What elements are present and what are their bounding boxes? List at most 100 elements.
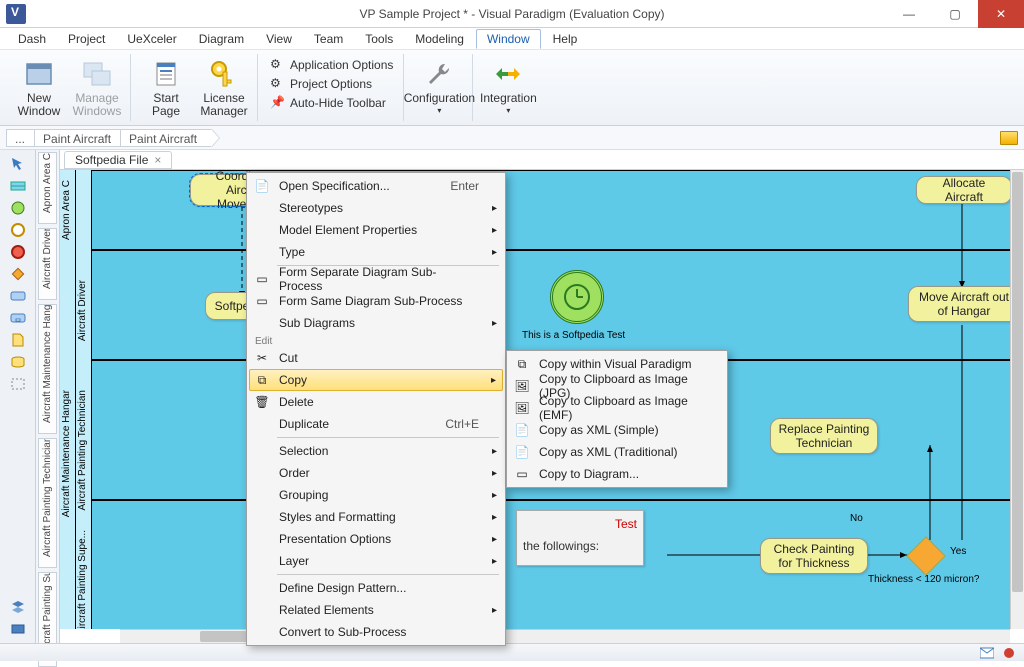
submenu-arrow-icon: ▸ (492, 512, 497, 523)
start-page-label: Start Page (141, 92, 191, 118)
ctx-copy-xml-trad[interactable]: 📄Copy as XML (Traditional) (509, 441, 725, 463)
key-icon (208, 58, 240, 90)
ctx-order-label: Order (279, 466, 479, 480)
ctx-stereotypes[interactable]: Stereotypes▸ (249, 197, 503, 219)
ctx-copy-emf[interactable]: 🖼Copy to Clipboard as Image (EMF) (509, 397, 725, 419)
mail-icon[interactable] (980, 647, 994, 659)
ctx-related-elements[interactable]: Related Elements▸ (249, 599, 503, 621)
ctx-form-separate[interactable]: ▭Form Separate Diagram Sub-Process (249, 268, 503, 290)
gateway-caption: Thickness < 120 micron? (868, 574, 979, 585)
task-tool[interactable] (10, 288, 26, 304)
layers-tool[interactable] (10, 599, 26, 615)
ctx-copy-within-vp-label: Copy within Visual Paradigm (539, 357, 701, 371)
trash-icon: 🗑 (253, 393, 271, 411)
lane-label-3: Aircraft Painting Technician (77, 390, 88, 510)
clock-icon (562, 282, 592, 312)
menu-uexceler[interactable]: UeXceler (117, 30, 186, 48)
ctx-presentation-options[interactable]: Presentation Options▸ (249, 528, 503, 550)
ctx-form-same[interactable]: ▭Form Same Diagram Sub-Process (249, 290, 503, 312)
new-window-label: New Window (14, 92, 64, 118)
configuration-button[interactable]: Configuration▾ (412, 54, 466, 120)
folder-icon[interactable] (1000, 131, 1018, 145)
notification-icon[interactable] (1002, 647, 1016, 659)
breadcrumb-1[interactable]: Paint Aircraft (34, 129, 126, 147)
autohide-toolbar-button[interactable]: 📌Auto-Hide Toolbar (266, 94, 397, 112)
ribbon: New Window Manage Windows Start Page Lic… (0, 50, 1024, 126)
task-allocate[interactable]: Allocate Aircraft (916, 176, 1010, 204)
vtab-driver[interactable]: Aircraft Driver (38, 228, 57, 300)
ctx-pres-label: Presentation Options (279, 532, 479, 546)
file-tab[interactable]: Softpedia File× (64, 151, 172, 169)
breadcrumb-2[interactable]: Paint Aircraft (120, 129, 212, 147)
lane-label-2: Aircraft Driver (77, 280, 88, 341)
ctx-open-specification[interactable]: 📄Open Specification...Enter (249, 175, 503, 197)
vtab-apron[interactable]: Apron Area Contrc (38, 152, 57, 224)
vertical-scrollbar[interactable] (1010, 170, 1024, 629)
ctx-delete[interactable]: 🗑Delete (249, 391, 503, 413)
vertical-tab-strip: Apron Area Contrc Aircraft Driver Aircra… (36, 150, 60, 643)
ctx-copy-to-diagram[interactable]: ▭Copy to Diagram... (509, 463, 725, 485)
data-store-tool[interactable] (10, 354, 26, 370)
ctx-duplicate[interactable]: DuplicateCtrl+E (249, 413, 503, 435)
ctx-copy-label: Copy (279, 373, 479, 387)
integration-icon (492, 58, 524, 90)
task-replace-label: Replace Painting Technician (777, 422, 871, 450)
manage-windows-button[interactable]: Manage Windows (70, 54, 124, 122)
close-tab-icon[interactable]: × (154, 153, 161, 167)
cursor-tool[interactable] (10, 156, 26, 172)
breadcrumb-bar: ... Paint Aircraft Paint Aircraft (0, 126, 1024, 150)
gateway-tool[interactable] (10, 266, 26, 282)
ctx-sub-diagrams[interactable]: Sub Diagrams▸ (249, 312, 503, 334)
start-page-button[interactable]: Start Page (139, 54, 193, 122)
integration-button[interactable]: Integration▾ (481, 54, 535, 120)
vscroll-thumb[interactable] (1012, 172, 1023, 592)
ctx-stereotypes-label: Stereotypes (279, 201, 479, 215)
new-window-button[interactable]: New Window (12, 54, 66, 122)
ctx-layer[interactable]: Layer▸ (249, 550, 503, 572)
task-moveout[interactable]: Move Aircraft out of Hangar (908, 286, 1010, 322)
menu-diagram[interactable]: Diagram (189, 30, 254, 48)
wrench-icon (423, 58, 455, 90)
vtab-maint[interactable]: Aircraft Maintenance Hangar (38, 304, 57, 434)
timer-event[interactable] (550, 270, 604, 324)
ctx-model-element-properties[interactable]: Model Element Properties▸ (249, 219, 503, 241)
menu-modeling[interactable]: Modeling (405, 30, 474, 48)
intermediate-event-tool[interactable] (10, 222, 26, 238)
copy-icon: ⧉ (253, 371, 271, 389)
task-check[interactable]: Check Painting for Thickness (760, 538, 868, 574)
ctx-copy[interactable]: ⧉Copy▸ (249, 369, 503, 391)
text-annotation[interactable]: Test the followings: (516, 510, 644, 566)
data-object-tool[interactable] (10, 332, 26, 348)
menu-help[interactable]: Help (543, 30, 588, 48)
application-options-button[interactable]: ⚙Application Options (266, 56, 397, 74)
ctx-define-pattern[interactable]: Define Design Pattern... (249, 577, 503, 599)
zoom-tool[interactable] (10, 621, 26, 637)
start-page-icon (150, 58, 182, 90)
menu-window[interactable]: Window (476, 29, 541, 49)
edge-label-no: No (850, 513, 863, 524)
task-replace[interactable]: Replace Painting Technician (770, 418, 878, 454)
menu-tools[interactable]: Tools (355, 30, 403, 48)
ctx-convert-subprocess[interactable]: Convert to Sub-Process (249, 621, 503, 643)
group-tool[interactable] (10, 376, 26, 392)
subprocess-tool[interactable] (10, 310, 26, 326)
vtab-painter[interactable]: Aircraft Painting Technician (38, 438, 57, 568)
ctx-type[interactable]: Type▸ (249, 241, 503, 263)
ctx-copy-xml-simple[interactable]: 📄Copy as XML (Simple) (509, 419, 725, 441)
gear-icon: ⚙ (270, 57, 286, 73)
menu-dash[interactable]: Dash (8, 30, 56, 48)
ctx-styles[interactable]: Styles and Formatting▸ (249, 506, 503, 528)
lane-tool[interactable] (10, 178, 26, 194)
start-event-tool[interactable] (10, 200, 26, 216)
project-options-button[interactable]: ⚙Project Options (266, 75, 397, 93)
menu-project[interactable]: Project (58, 30, 115, 48)
ctx-selection[interactable]: Selection▸ (249, 440, 503, 462)
license-manager-button[interactable]: License Manager (197, 54, 251, 122)
ctx-cut[interactable]: ✂Cut (249, 347, 503, 369)
ctx-selection-label: Selection (279, 444, 479, 458)
menu-team[interactable]: Team (304, 30, 353, 48)
end-event-tool[interactable] (10, 244, 26, 260)
ctx-grouping[interactable]: Grouping▸ (249, 484, 503, 506)
ctx-order[interactable]: Order▸ (249, 462, 503, 484)
menu-view[interactable]: View (256, 30, 302, 48)
